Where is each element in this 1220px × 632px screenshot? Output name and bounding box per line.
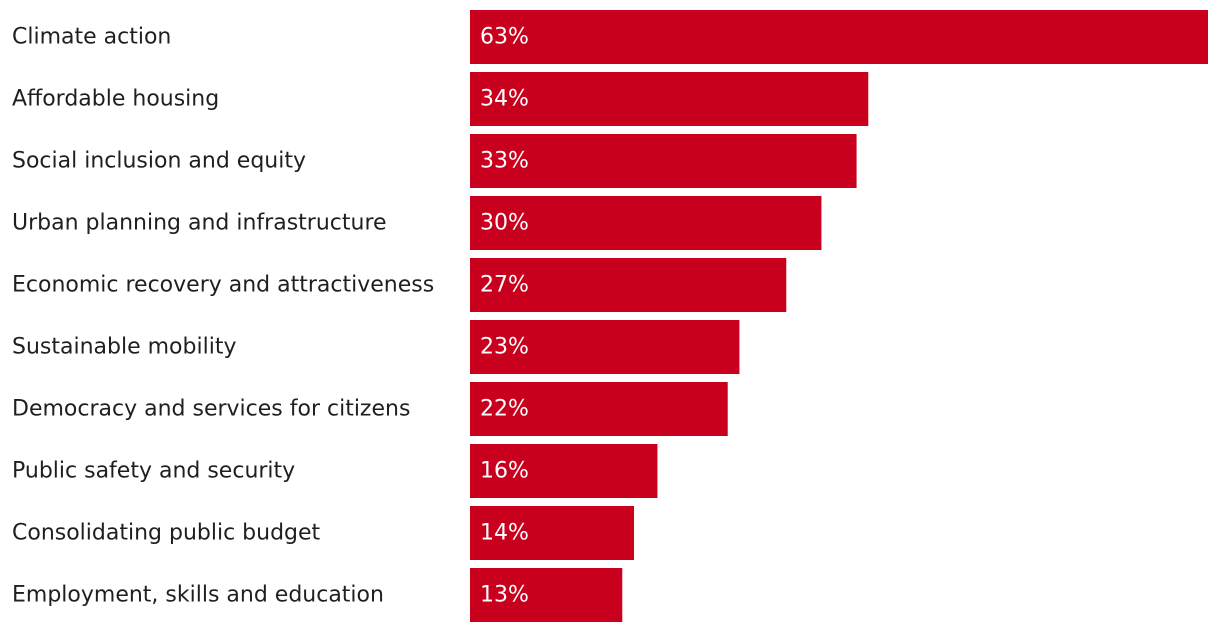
value-label: 63% xyxy=(480,25,529,50)
value-label: 23% xyxy=(480,335,529,360)
bar xyxy=(470,320,740,374)
bar xyxy=(470,506,634,560)
bar xyxy=(470,134,857,188)
category-label: Climate action xyxy=(12,25,171,50)
value-label: 13% xyxy=(480,583,529,608)
bar-row: Affordable housing 34% xyxy=(12,72,869,126)
bar xyxy=(470,258,787,312)
category-label: Social inclusion and equity xyxy=(12,149,306,174)
bar-row: Social inclusion and equity 33% xyxy=(12,134,857,188)
bar-row: Public safety and security 16% xyxy=(12,444,658,498)
value-label: 27% xyxy=(480,273,529,298)
category-label: Affordable housing xyxy=(12,87,219,112)
value-label: 22% xyxy=(480,397,529,422)
category-label: Employment, skills and education xyxy=(12,583,384,608)
category-label: Sustainable mobility xyxy=(12,335,236,360)
bar-row: Sustainable mobility 23% xyxy=(12,320,740,374)
bars-group: Climate action 63% Affordable housing 34% So… xyxy=(12,10,1208,622)
bar xyxy=(470,72,869,126)
value-label: 16% xyxy=(480,459,529,484)
bar xyxy=(470,382,728,436)
bar xyxy=(470,10,1208,64)
category-label: Economic recovery and attractiveness xyxy=(12,273,434,298)
value-label: 33% xyxy=(480,149,529,174)
bar-row: Employment, skills and education 13% xyxy=(12,568,623,622)
bar xyxy=(470,444,658,498)
bar-row: Urban planning and infrastructure 30% xyxy=(12,196,822,250)
category-label: Democracy and services for citizens xyxy=(12,397,410,422)
value-label: 34% xyxy=(480,87,529,112)
category-label: Consolidating public budget xyxy=(12,521,321,546)
bar xyxy=(470,196,822,250)
category-label: Public safety and security xyxy=(12,459,295,484)
bar-row: Democracy and services for citizens 22% xyxy=(12,382,728,436)
bar-row: Climate action 63% xyxy=(12,10,1208,64)
value-label: 14% xyxy=(480,521,529,546)
bar-row: Economic recovery and attractiveness 27% xyxy=(12,258,787,312)
bar-row: Consolidating public budget 14% xyxy=(12,506,634,560)
value-label: 30% xyxy=(480,211,529,236)
category-label: Urban planning and infrastructure xyxy=(12,211,387,236)
bar xyxy=(470,568,623,622)
